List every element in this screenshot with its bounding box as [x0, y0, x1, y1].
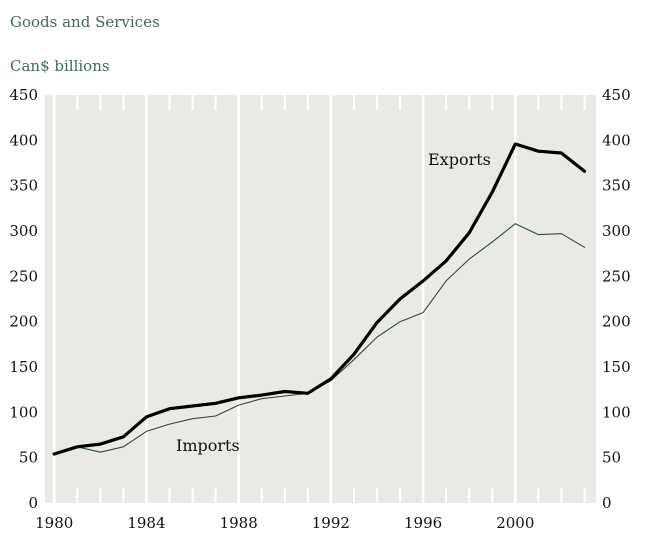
series-lines [52, 142, 587, 456]
y-tick-right-200: 200 [602, 313, 631, 331]
series-line-exports [52, 142, 587, 456]
y-tick-left-250: 250 [9, 267, 38, 285]
series-label-imports: Imports [176, 436, 240, 455]
x-tick-1984: 1984 [127, 514, 165, 532]
grid [52, 95, 517, 503]
series-label-exports: Exports [428, 150, 491, 169]
y-tick-left-0: 0 [28, 494, 38, 512]
y-tick-left-350: 350 [9, 177, 38, 195]
y-tick-right-350: 350 [602, 177, 631, 195]
x-tick-1988: 1988 [220, 514, 258, 532]
axis-labels: 0 0 50 50 100 100 150 150 200 200 250 250 300 300 350 3… [9, 86, 630, 532]
y-tick-left-450: 450 [9, 86, 38, 104]
y-tick-left-300: 300 [9, 222, 38, 240]
y-tick-right-0: 0 [602, 494, 612, 512]
chart-subtitle: Goods and Services [10, 13, 160, 31]
y-tick-right-100: 100 [602, 403, 631, 421]
y-tick-right-250: 250 [602, 267, 631, 285]
y-tick-right-300: 300 [602, 222, 631, 240]
y-tick-left-400: 400 [9, 131, 38, 149]
y-tick-right-50: 50 [602, 449, 621, 467]
y-tick-left-200: 200 [9, 313, 38, 331]
y-tick-left-150: 150 [9, 358, 38, 376]
y-tick-right-150: 150 [602, 358, 631, 376]
y-tick-right-450: 450 [602, 86, 631, 104]
x-tick-1992: 1992 [312, 514, 350, 532]
y-tick-right-400: 400 [602, 131, 631, 149]
unit-label: Can$ billions [10, 57, 110, 75]
plot-area [45, 95, 596, 503]
y-tick-left-50: 50 [19, 449, 38, 467]
x-tick-2000: 2000 [496, 514, 534, 532]
y-tick-left-100: 100 [9, 403, 38, 421]
tick-marks [76, 95, 586, 503]
x-tick-1980: 1980 [35, 514, 73, 532]
x-tick-1996: 1996 [404, 514, 442, 532]
